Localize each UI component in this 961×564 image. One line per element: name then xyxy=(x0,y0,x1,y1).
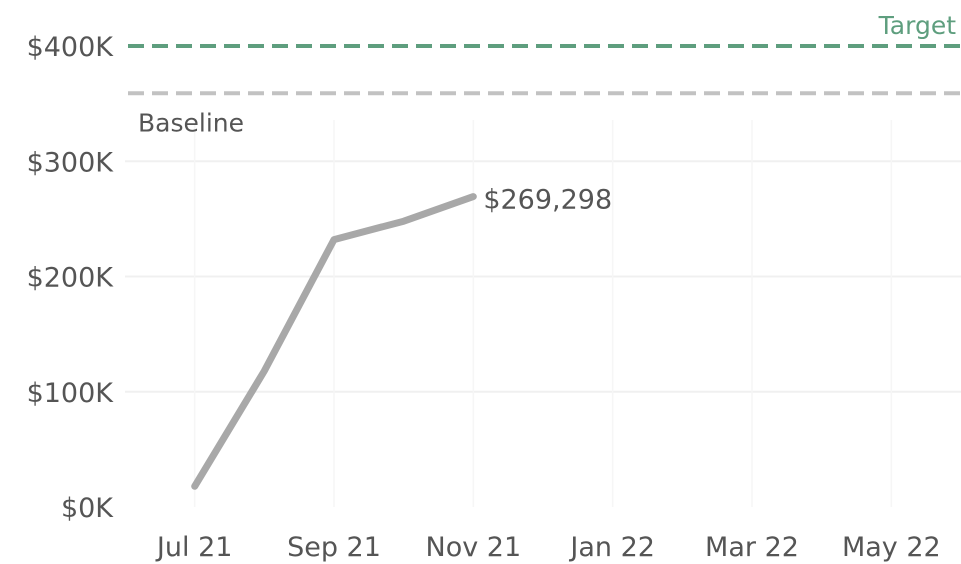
x-tick-label: Mar 22 xyxy=(705,532,799,563)
y-tick-label: $200K xyxy=(27,263,115,294)
grid-lines xyxy=(125,120,961,507)
y-axis-tick-labels: $0K $100K $200K $300K $400K xyxy=(27,32,115,524)
x-tick-label: Sep 21 xyxy=(287,532,381,563)
reference-label-target: Target xyxy=(878,11,957,40)
x-tick-label: Jan 22 xyxy=(568,532,655,563)
y-tick-label: $0K xyxy=(61,493,114,524)
reference-lines: Target Baseline xyxy=(128,11,961,137)
x-tick-label: May 22 xyxy=(842,532,941,563)
y-tick-label: $400K xyxy=(27,32,115,63)
y-tick-label: $300K xyxy=(27,147,115,178)
series-layer xyxy=(191,193,477,490)
reference-label-baseline: Baseline xyxy=(138,108,244,137)
y-tick-label: $100K xyxy=(27,378,115,409)
x-axis-tick-labels: Jul 21 Sep 21 Nov 21 Jan 22 Mar 22 May 22 xyxy=(155,532,941,563)
data-label-last-value: $269,298 xyxy=(483,185,612,216)
x-tick-label: Jul 21 xyxy=(155,532,233,563)
x-tick-label: Nov 21 xyxy=(426,532,522,563)
